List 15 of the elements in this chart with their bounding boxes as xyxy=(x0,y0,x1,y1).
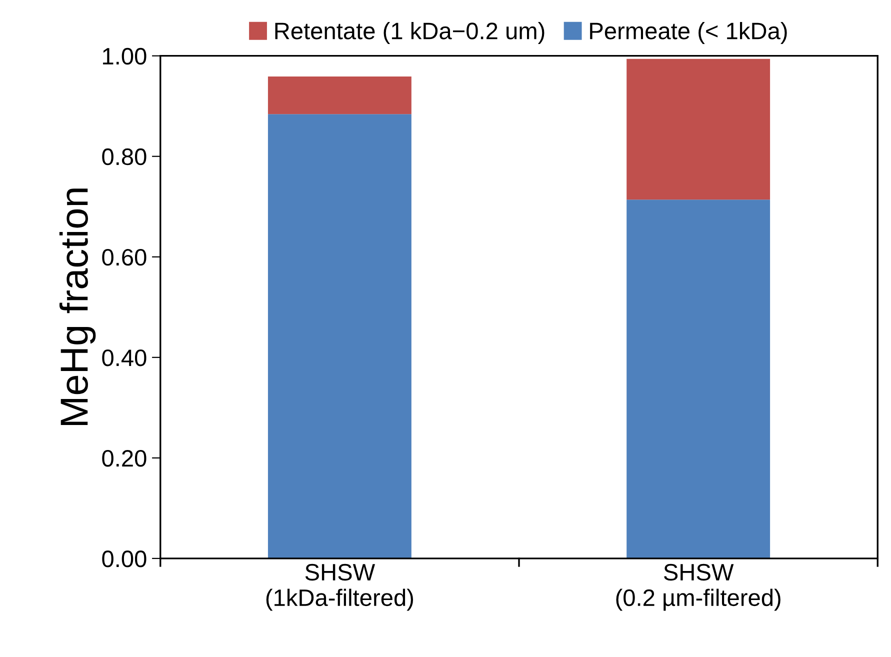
y-axis-title: MeHg fraction xyxy=(59,188,96,425)
legend-label: Retentate (1 kDa−0.2 um) xyxy=(275,22,544,44)
bar xyxy=(626,200,770,558)
y-tick-label: 0.40 xyxy=(102,349,146,366)
y-tick-label: 0.20 xyxy=(102,450,146,467)
bar xyxy=(626,58,770,200)
y-tick-label: 0.60 xyxy=(102,248,146,266)
x-tick-label: SHSW (1kDa-filtered) xyxy=(266,564,414,611)
y-tick-label: 1.00 xyxy=(103,48,146,65)
y-tick-label: 0.00 xyxy=(102,550,146,568)
bar xyxy=(268,114,412,558)
legend-label: Permeate (< 1kDa) xyxy=(590,22,787,44)
x-tick-label: SHSW (0.2 µm-filtered) xyxy=(616,564,780,611)
y-tick-label: 0.80 xyxy=(102,148,146,166)
bar xyxy=(268,76,412,114)
